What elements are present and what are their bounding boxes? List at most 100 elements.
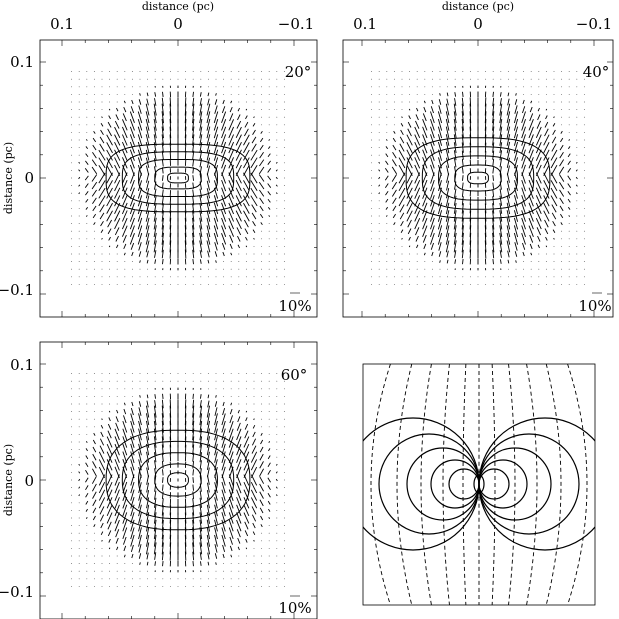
vector-dot [253, 283, 255, 285]
vector-dot [268, 411, 270, 413]
polarization-vector [268, 517, 271, 519]
vector-dot [101, 547, 103, 549]
vector-dot [93, 101, 95, 103]
polarization-vector [267, 500, 271, 505]
polarization-vector [206, 420, 211, 433]
polarization-vector [206, 141, 211, 154]
polarization-vector [275, 192, 278, 195]
polarization-vector [259, 197, 264, 204]
polarization-vector [145, 118, 150, 131]
polarization-vector [499, 250, 502, 258]
polarization-vector [92, 439, 96, 445]
polarization-vector [250, 482, 258, 494]
polarization-vector [122, 234, 127, 243]
polarization-vector [430, 179, 435, 192]
polarization-vector [250, 195, 258, 207]
vector-dot [86, 245, 88, 247]
vector-dot [378, 215, 380, 217]
polarization-vector [221, 474, 226, 486]
vector-dot [169, 71, 171, 73]
vector-dot [515, 268, 517, 270]
vector-dot [192, 71, 194, 73]
panel-frame [39, 39, 318, 318]
polarization-vector [154, 497, 157, 508]
vector-dot [230, 78, 232, 80]
vector-dot [147, 71, 149, 73]
polarization-vector [267, 191, 271, 196]
vector-dot [268, 388, 270, 390]
vector-dot [116, 253, 118, 255]
polarization-vector [445, 103, 450, 116]
polarization-vector [513, 202, 519, 215]
vector-dot [371, 124, 373, 126]
vector-dot [71, 124, 73, 126]
polarization-vector [206, 232, 211, 245]
polarization-vector [408, 108, 411, 111]
vector-dot [276, 585, 278, 587]
polarization-vector [454, 250, 457, 258]
polarization-vector [445, 240, 450, 253]
polarization-vector [214, 497, 218, 509]
vector-dot [561, 268, 563, 270]
polarization-vector [101, 116, 103, 119]
polarization-vector [85, 508, 88, 512]
vector-dot [261, 418, 263, 420]
polarization-vector [560, 130, 563, 134]
vector-dot [78, 230, 80, 232]
polarization-vector [259, 152, 264, 159]
vector-dot [71, 215, 73, 217]
polarization-vector [161, 232, 164, 245]
polarization-vector [560, 222, 563, 226]
polarization-vector [98, 157, 106, 169]
polarization-vector [99, 212, 105, 220]
vector-dot [538, 71, 540, 73]
vector-dot [207, 373, 209, 375]
polarization-vector [236, 529, 241, 538]
polarization-vector [545, 108, 548, 111]
polarization-vector [106, 459, 113, 471]
polarization-vector [406, 202, 413, 214]
vector-dot [207, 585, 209, 587]
intensity-contour [467, 171, 489, 185]
vector-dot [576, 230, 578, 232]
polarization-vector [199, 436, 203, 448]
polarization-vector [222, 99, 225, 105]
inclination-label: 20° [285, 63, 312, 81]
polarization-vector [551, 136, 557, 144]
vector-dot [401, 109, 403, 111]
vector-dot [245, 388, 247, 390]
vector-dot [192, 578, 194, 580]
polarization-vector [116, 107, 119, 112]
polarization-vector [214, 436, 218, 448]
polarization-vector [213, 180, 219, 191]
polarization-vector [162, 91, 164, 98]
vector-dot [169, 283, 171, 285]
polarization-vector [130, 474, 135, 486]
vector-dot [276, 124, 278, 126]
vector-dot [93, 276, 95, 278]
polarization-vector [206, 482, 210, 493]
vector-dot [283, 517, 285, 519]
polarization-vector [192, 542, 195, 555]
vector-dot [561, 253, 563, 255]
polarization-vector [206, 459, 210, 470]
vector-dot [283, 456, 285, 458]
polarization-vector [567, 191, 571, 196]
polarization-vector [567, 198, 571, 203]
polarization-vector [214, 534, 218, 547]
vector-dot [507, 78, 509, 80]
vector-dot [261, 395, 263, 397]
polarization-vector [146, 250, 149, 258]
vector-dot [462, 283, 464, 285]
polarization-vector [199, 217, 203, 230]
polarization-vector [514, 105, 518, 114]
vector-dot [469, 71, 471, 73]
vector-dot [78, 147, 80, 149]
vector-dot [207, 78, 209, 80]
vector-dot [139, 380, 141, 382]
field-line-dashed [462, 364, 467, 605]
polarization-vector [84, 175, 89, 181]
vector-dot [371, 131, 373, 133]
vector-dot [116, 585, 118, 587]
vector-dot [276, 509, 278, 511]
